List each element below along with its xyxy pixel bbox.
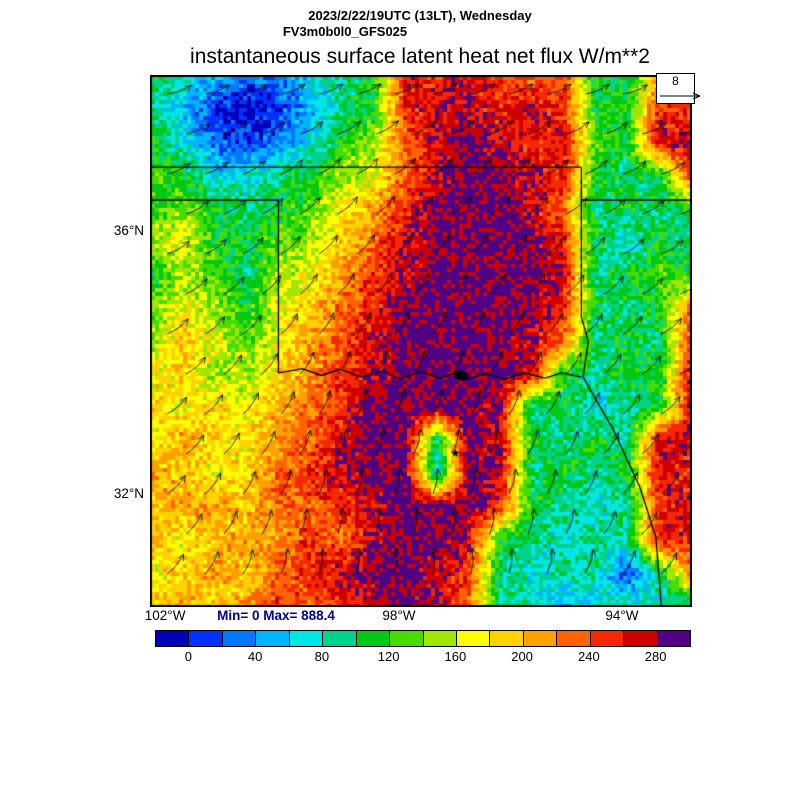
map-area <box>150 75 692 607</box>
wind-reference-value: 8 <box>672 74 679 88</box>
colorbar-segment <box>556 631 590 646</box>
colorbar-tick-label: 280 <box>644 649 667 664</box>
minmax-label: Min= 0 Max= 888.4 <box>217 608 335 623</box>
colorbar-segment <box>389 631 423 646</box>
lat-tick-label: 32°N <box>113 485 144 501</box>
colorbar-segment <box>322 631 356 646</box>
colorbar-tick-label: 40 <box>247 649 263 664</box>
colorbar-tick-label: 240 <box>578 649 600 664</box>
title-block: 2023/2/22/19UTC (13LT), Wednesday FV3m0b… <box>150 8 690 70</box>
colorbar-segment <box>255 631 289 646</box>
colorbar-segment <box>288 631 323 646</box>
lon-tick-label: 98°W <box>382 608 416 623</box>
colorbar-segment <box>188 631 222 646</box>
colorbar-segment <box>221 631 256 646</box>
wind-reference-arrow-icon <box>660 92 701 100</box>
colorbar-segment <box>656 631 690 646</box>
plot-title: instantaneous surface latent heat net fl… <box>190 44 650 68</box>
plot-datetime: 2023/2/22/19UTC (13LT), Wednesday <box>308 8 532 23</box>
colorbar-segment <box>522 631 557 646</box>
colorbar-segment <box>455 631 490 646</box>
colorbar <box>155 630 691 647</box>
colorbar-segment <box>422 631 456 646</box>
colorbar-tick-label: 120 <box>377 649 400 664</box>
colorbar-segment <box>156 631 189 646</box>
colorbar-tick-label: 160 <box>444 649 467 664</box>
colorbar-tick-label: 200 <box>511 649 533 664</box>
colorbar-tick-label: 80 <box>314 649 330 664</box>
lon-tick-label: 94°W <box>605 608 639 623</box>
heatmap-canvas <box>151 76 691 606</box>
colorbar-segment <box>489 631 523 646</box>
colorbar-segment <box>589 631 624 646</box>
lat-tick-label: 36°N <box>113 222 144 238</box>
colorbar-segment <box>355 631 390 646</box>
wind-reference-key: 8 <box>656 73 701 104</box>
plot-model-name: FV3m0b0l0_GFS025 <box>282 24 408 40</box>
colorbar-tick-label: 0 <box>184 649 192 664</box>
lon-tick-label: 102°W <box>144 608 186 623</box>
colorbar-segment <box>623 631 657 646</box>
